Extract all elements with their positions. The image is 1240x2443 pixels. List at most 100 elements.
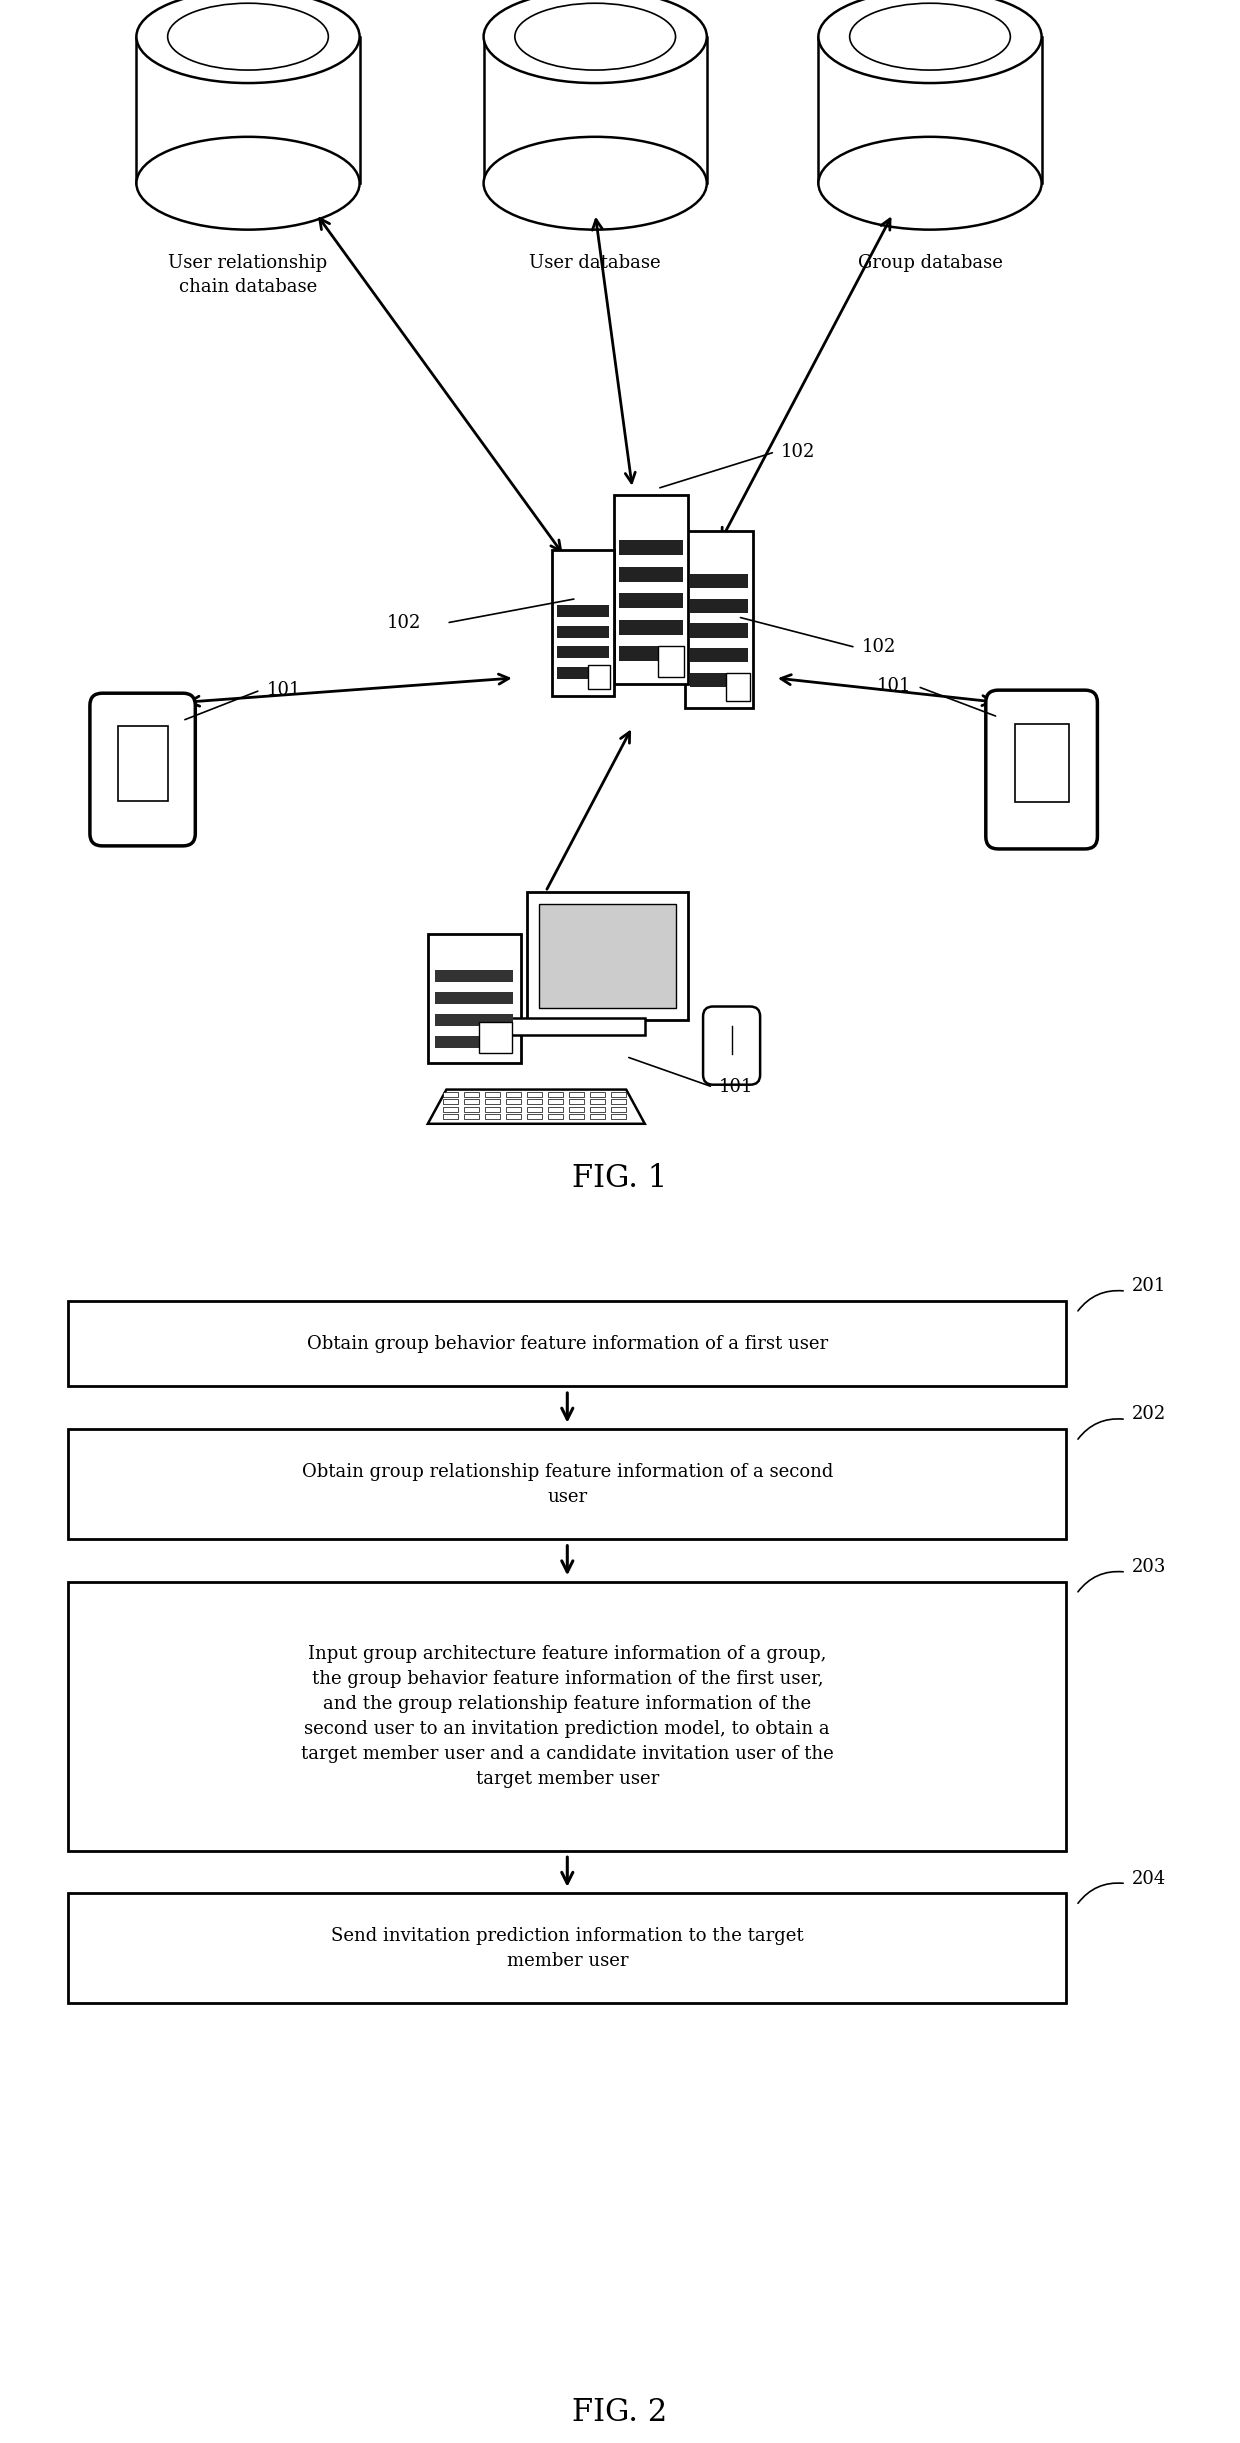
Bar: [527, 1107, 542, 1112]
Bar: [611, 1099, 626, 1104]
Text: FIG. 1: FIG. 1: [573, 1163, 667, 1195]
Bar: [548, 1099, 563, 1104]
Bar: [506, 1099, 521, 1104]
Bar: [435, 1014, 513, 1026]
Text: 102: 102: [862, 638, 897, 657]
Text: Send invitation prediction information to the target
member user: Send invitation prediction information t…: [331, 1928, 804, 1969]
Bar: [435, 970, 513, 982]
FancyBboxPatch shape: [91, 694, 196, 845]
Ellipse shape: [167, 2, 329, 71]
Bar: [557, 667, 609, 679]
Bar: [557, 625, 609, 638]
Bar: [539, 904, 676, 1007]
Bar: [619, 540, 683, 555]
Bar: [527, 1114, 542, 1119]
Text: 202: 202: [1132, 1405, 1167, 1424]
Text: FIG. 2: FIG. 2: [573, 2397, 667, 2428]
Bar: [614, 493, 688, 684]
Bar: [435, 1036, 513, 1048]
Text: 101: 101: [267, 682, 301, 699]
Bar: [428, 933, 521, 1063]
Bar: [435, 992, 513, 1004]
Text: Obtain group behavior feature information of a first user: Obtain group behavior feature informatio…: [306, 1334, 828, 1353]
Bar: [691, 574, 749, 589]
Text: Input group architecture feature information of a group,
the group behavior feat: Input group architecture feature informa…: [301, 1644, 833, 1788]
Text: 204: 204: [1132, 1869, 1167, 1888]
Ellipse shape: [484, 0, 707, 83]
Bar: [464, 1107, 479, 1112]
Bar: [527, 892, 688, 1021]
Text: User relationship
chain database: User relationship chain database: [169, 254, 327, 296]
Bar: [569, 1092, 584, 1097]
Bar: [686, 530, 754, 708]
Bar: [691, 647, 749, 662]
Bar: [548, 1114, 563, 1119]
Bar: [548, 1092, 563, 1097]
Bar: [619, 594, 683, 608]
Bar: [552, 550, 614, 696]
Bar: [485, 1107, 500, 1112]
Text: 101: 101: [719, 1077, 754, 1097]
Text: 203: 203: [1132, 1559, 1167, 1576]
Bar: [443, 1099, 458, 1104]
Bar: [619, 567, 683, 581]
Bar: [443, 1114, 458, 1119]
Text: 102: 102: [387, 613, 422, 633]
Bar: [527, 1099, 542, 1104]
Text: User database: User database: [529, 254, 661, 271]
Bar: [569, 1099, 584, 1104]
Polygon shape: [428, 1090, 645, 1124]
Bar: [506, 1107, 521, 1112]
Bar: [611, 1114, 626, 1119]
Ellipse shape: [136, 137, 360, 230]
Ellipse shape: [136, 0, 360, 83]
Bar: [658, 647, 684, 677]
Bar: [611, 1107, 626, 1112]
Bar: [136, 37, 360, 183]
Bar: [725, 672, 749, 701]
Bar: [443, 1107, 458, 1112]
Bar: [557, 647, 609, 657]
Bar: [590, 1114, 605, 1119]
Bar: [691, 623, 749, 638]
Ellipse shape: [818, 0, 1042, 83]
Bar: [548, 1107, 563, 1112]
Ellipse shape: [849, 2, 1011, 71]
Bar: [508, 1016, 645, 1036]
Bar: [68, 1893, 1066, 2003]
Bar: [485, 1092, 500, 1097]
Bar: [691, 599, 749, 613]
Ellipse shape: [818, 137, 1042, 230]
Bar: [443, 1092, 458, 1097]
Text: 102: 102: [781, 442, 816, 462]
Ellipse shape: [515, 2, 676, 71]
Bar: [485, 1114, 500, 1119]
Bar: [464, 1099, 479, 1104]
Bar: [569, 1107, 584, 1112]
Bar: [818, 37, 1042, 183]
Text: 101: 101: [877, 677, 911, 696]
Bar: [611, 1092, 626, 1097]
Bar: [479, 1024, 511, 1053]
Text: 201: 201: [1132, 1278, 1167, 1295]
Bar: [68, 1429, 1066, 1539]
Bar: [619, 621, 683, 635]
Bar: [506, 1092, 521, 1097]
Bar: [118, 726, 167, 801]
Text: Obtain group relationship feature information of a second
user: Obtain group relationship feature inform…: [301, 1463, 833, 1505]
FancyBboxPatch shape: [703, 1007, 760, 1085]
Bar: [484, 37, 707, 183]
Bar: [485, 1099, 500, 1104]
Bar: [590, 1099, 605, 1104]
Ellipse shape: [484, 137, 707, 230]
Bar: [691, 674, 749, 686]
Bar: [619, 645, 683, 662]
Bar: [464, 1092, 479, 1097]
Bar: [590, 1107, 605, 1112]
Bar: [527, 1092, 542, 1097]
Bar: [68, 1583, 1066, 1852]
Bar: [557, 606, 609, 618]
Bar: [569, 1114, 584, 1119]
Bar: [68, 1300, 1066, 1385]
Text: Group database: Group database: [858, 254, 1002, 271]
